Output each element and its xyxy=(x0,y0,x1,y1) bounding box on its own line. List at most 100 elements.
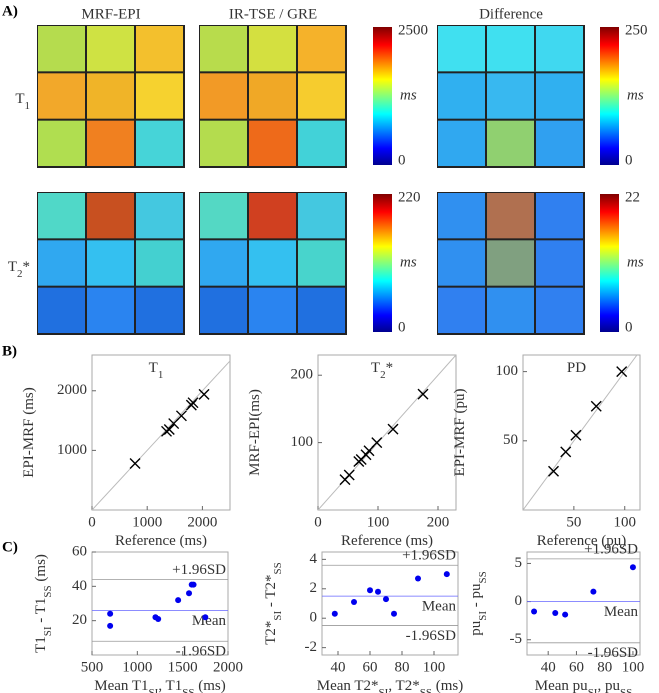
x-axis-label-part: SS xyxy=(420,687,432,693)
x-axis-label-part: , pu xyxy=(597,678,620,693)
x-tick-label: 40 xyxy=(331,659,346,675)
map-tile xyxy=(87,120,134,166)
point xyxy=(175,597,182,604)
reference-label: Mean xyxy=(192,613,227,629)
colorbar-unit: ms xyxy=(400,87,417,103)
panel-label: B) xyxy=(2,343,17,359)
y-axis-label-part: SI xyxy=(272,611,284,621)
reference-label: +1.96SD xyxy=(402,548,456,564)
map-tile xyxy=(249,287,296,333)
map-tile xyxy=(38,240,85,286)
y-tick-label: 0 xyxy=(515,593,523,609)
map-tile xyxy=(487,120,534,166)
map-tile xyxy=(249,193,296,239)
point xyxy=(548,465,560,477)
map-tile xyxy=(438,240,485,286)
map-tile xyxy=(38,120,85,166)
point xyxy=(570,429,582,441)
point xyxy=(560,446,572,458)
x-tick-label: 100 xyxy=(367,514,390,530)
map-tile xyxy=(298,26,345,72)
plot-frame xyxy=(317,354,457,511)
y-tick-label: 40 xyxy=(72,578,87,594)
row-label-part: 1 xyxy=(25,100,31,112)
point xyxy=(186,590,193,597)
x-axis-label-part: SI xyxy=(379,687,389,693)
point xyxy=(415,575,421,582)
map-tile xyxy=(200,193,247,239)
point xyxy=(107,622,114,629)
y-axis-label-part: EPI-MRF (pu) xyxy=(452,389,468,477)
x-axis-label-part: (ms) xyxy=(432,678,463,693)
map-tile xyxy=(249,26,296,72)
map-tile xyxy=(298,73,345,119)
map-tile xyxy=(536,193,583,239)
x-axis-label: Reference (ms) xyxy=(341,533,433,549)
colorbar-unit: ms xyxy=(400,254,417,270)
y-axis-label: MRF-EPI(ms) xyxy=(247,389,263,476)
reference-label: Mean xyxy=(422,599,457,615)
map-tile xyxy=(200,73,247,119)
y-tick-label: 2 xyxy=(310,580,318,596)
point xyxy=(383,596,389,603)
x-tick-label: 80 xyxy=(597,659,612,675)
x-axis-label-part: Mean pu xyxy=(535,678,588,693)
y-axis-label-part: SS xyxy=(272,562,284,574)
y-axis-label: puSI - puSS xyxy=(468,571,488,636)
y-tick-label: 200 xyxy=(291,367,314,383)
plot-title-part: 2 xyxy=(380,369,386,381)
x-axis-label-part: Reference (ms) xyxy=(341,533,433,549)
reference-label: +1.96SD xyxy=(172,562,226,578)
point xyxy=(616,366,628,378)
y-axis-label-part: - T1 xyxy=(33,598,49,627)
map-tile xyxy=(87,73,134,119)
x-axis-label-part: , T2* xyxy=(388,678,419,693)
map-tile xyxy=(536,26,583,72)
x-tick-label: 0 xyxy=(88,514,96,530)
x-tick-label: 40 xyxy=(541,659,556,675)
point xyxy=(443,571,450,578)
point xyxy=(163,424,175,436)
map-tile xyxy=(487,240,534,286)
map-tile xyxy=(298,240,345,286)
point xyxy=(187,397,199,409)
y-axis-label-part: (ms) xyxy=(33,554,49,585)
x-axis-label-part: Reference (ms) xyxy=(115,533,207,549)
colorbar xyxy=(600,27,619,165)
x-tick-label: 50 xyxy=(566,514,581,530)
map-tile xyxy=(536,120,583,166)
row-label-part: T xyxy=(15,91,24,107)
x-tick-label: 100 xyxy=(423,659,446,675)
row-label-part: * xyxy=(23,259,31,275)
y-tick-label: 60 xyxy=(72,543,87,559)
y-tick-label: 4 xyxy=(310,551,318,567)
x-axis-label-part: (ms) xyxy=(194,678,225,693)
plot-frame xyxy=(91,551,229,656)
x-tick-label: 500 xyxy=(81,659,104,675)
map-tile xyxy=(298,287,345,333)
x-tick-label: 0 xyxy=(314,514,322,530)
y-axis-label-part: T1 xyxy=(33,636,49,653)
y-axis-label-part: EPI-MRF (ms) xyxy=(21,387,37,477)
row-label: T2* xyxy=(8,259,30,279)
point xyxy=(629,564,636,571)
map-tile xyxy=(298,193,345,239)
point xyxy=(198,388,210,400)
row-label-part: 2 xyxy=(17,268,23,280)
x-axis-label-part: Mean T2* xyxy=(317,678,379,693)
reference-label: Mean xyxy=(604,604,639,620)
map-tile xyxy=(249,73,296,119)
map-tile xyxy=(438,73,485,119)
x-axis-label-part: SS xyxy=(182,687,194,693)
map-tile xyxy=(200,26,247,72)
map-tile xyxy=(136,193,183,239)
point xyxy=(387,423,399,435)
map-tile xyxy=(38,26,85,72)
point xyxy=(590,400,602,412)
x-axis-label: Reference (ms) xyxy=(115,533,207,549)
y-axis-label: EPI-MRF (pu) xyxy=(452,389,468,477)
y-axis-label-part: SI xyxy=(42,626,54,636)
point xyxy=(417,388,429,400)
identity-line xyxy=(522,354,638,511)
map-title: MRF-EPI xyxy=(81,6,140,22)
